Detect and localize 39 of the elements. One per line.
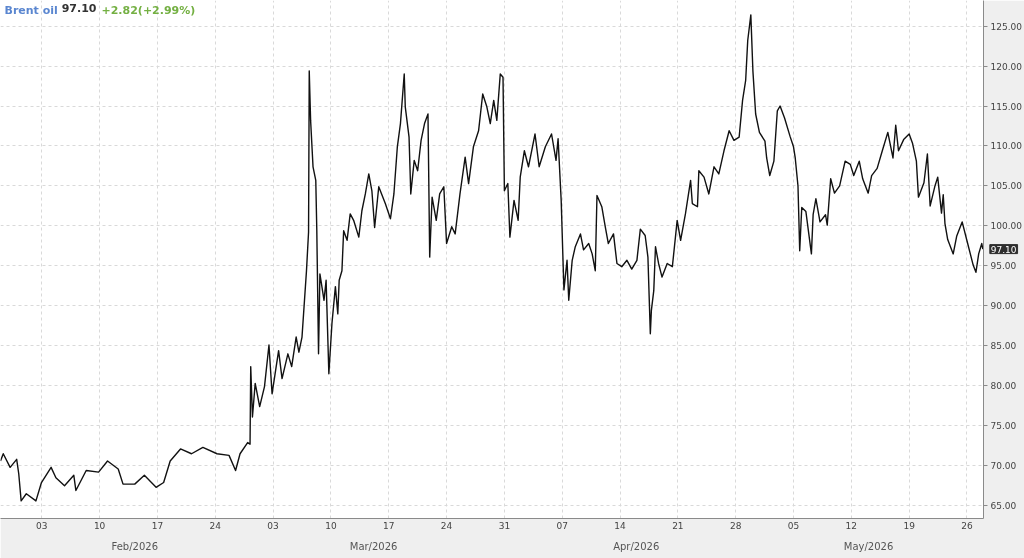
x-tick-label: 28: [729, 520, 742, 531]
x2-tick-label: Apr/2026: [613, 540, 660, 552]
x-tick-label: 12: [845, 520, 858, 531]
y-tick-label: 70.00: [990, 461, 1017, 472]
x-tick-label: 26: [961, 520, 973, 531]
y-tick-label: 80.00: [990, 381, 1017, 392]
annotation: +2.82(+2.99%): [101, 3, 196, 17]
x-tick-label: 14: [614, 520, 627, 531]
x-tick-label: 07: [556, 520, 568, 531]
line-series: [0, 14, 984, 502]
y-tick-label: 75.00: [990, 421, 1017, 432]
x-tick-label: 24: [209, 520, 222, 531]
chart-title: Brent oil: [4, 3, 58, 17]
x-tick-label: 21: [672, 520, 684, 531]
x2-tick-label: May/2026: [843, 540, 894, 552]
x-tick-label: 17: [383, 520, 395, 531]
x-tick-label: 05: [787, 520, 800, 531]
x-tick-label: 24: [440, 520, 453, 531]
y-tick-label: 95.00: [990, 261, 1017, 272]
x-tick-label: 10: [325, 520, 337, 531]
y-tick-label: 110.00: [990, 141, 1023, 152]
x-tick-label: 31: [498, 520, 511, 531]
x-tick-label: 10: [93, 520, 106, 531]
y-tick-label: 115.00: [990, 101, 1023, 112]
x-tick-label: 17: [151, 520, 164, 531]
annotation: 97.10: [61, 1, 97, 15]
y-tick-label: 105.00: [990, 181, 1023, 192]
x-tick-label: 19: [903, 520, 916, 531]
y-tick-label: 100.00: [990, 221, 1023, 232]
x-tick-label: 03: [267, 520, 279, 531]
y-tick-label: 90.00: [990, 301, 1017, 312]
y-tick-label: 85.00: [990, 341, 1017, 352]
x-tick-label: 03: [36, 520, 48, 531]
y-tick-label: 125.00: [990, 21, 1023, 32]
y-tick-label: 65.00: [990, 501, 1017, 512]
y-tick-label: 120.00: [990, 61, 1023, 72]
annotation: 97.10: [990, 244, 1017, 255]
x2-tick-label: Feb/2026: [111, 540, 158, 552]
x2-tick-label: Mar/2026: [349, 540, 398, 552]
